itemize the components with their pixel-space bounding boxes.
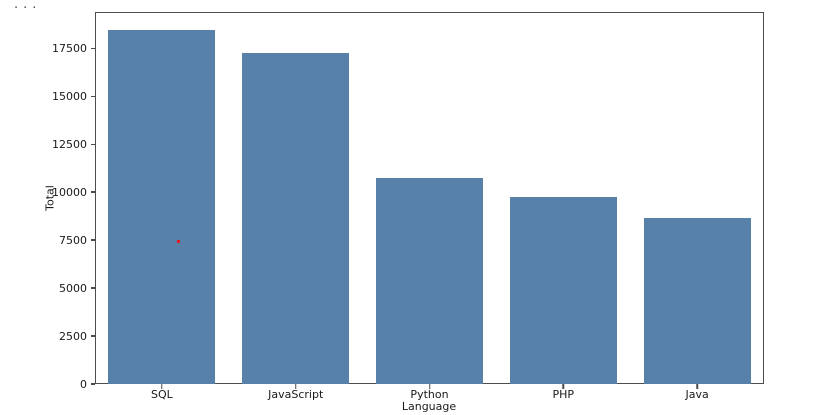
y-tick-label-0: 0 — [80, 377, 87, 391]
bar-php — [509, 196, 617, 384]
x-tick-mark-php — [562, 384, 565, 389]
x-tick-mark-java — [696, 384, 698, 389]
y-tick-mark-17500 — [90, 47, 95, 50]
y-tick-mark-5000 — [90, 287, 95, 289]
y-tick-mark-12500 — [90, 143, 95, 146]
y-tick-mark-2500 — [90, 335, 95, 337]
y-tick-label-17500: 17500 — [52, 41, 87, 55]
bar-sql — [108, 30, 216, 384]
ellipsis-icon[interactable]: ··· — [14, 1, 42, 16]
annotation-red-dot — [177, 240, 180, 243]
y-tick-label-5000: 5000 — [59, 281, 87, 295]
x-tick-label-python: Python — [410, 388, 449, 401]
x-tick-label-javascript: JavaScript — [268, 388, 324, 401]
bar-javascript — [242, 53, 350, 384]
y-tick-mark-10000 — [90, 191, 95, 193]
x-tick-label-java: Java — [685, 388, 709, 401]
y-tick-label-15000: 15000 — [52, 89, 87, 103]
y-tick-label-7500: 7500 — [59, 233, 87, 247]
y-tick-mark-15000 — [90, 95, 95, 98]
y-tick-mark-0 — [90, 383, 95, 385]
x-tick-mark-javascript — [294, 384, 297, 389]
x-tick-label-php: PHP — [552, 388, 575, 401]
y-tick-label-12500: 12500 — [52, 137, 87, 151]
x-axis-label: Language — [401, 400, 457, 413]
y-tick-label-2500: 2500 — [59, 329, 87, 343]
bar-python — [375, 178, 483, 384]
bar-java — [643, 217, 751, 384]
y-tick-label-10000: 10000 — [52, 185, 87, 199]
x-tick-mark-python — [428, 384, 431, 389]
x-tick-label-sql: SQL — [151, 388, 173, 401]
y-tick-mark-7500 — [90, 239, 95, 241]
x-tick-mark-sql — [161, 384, 163, 389]
